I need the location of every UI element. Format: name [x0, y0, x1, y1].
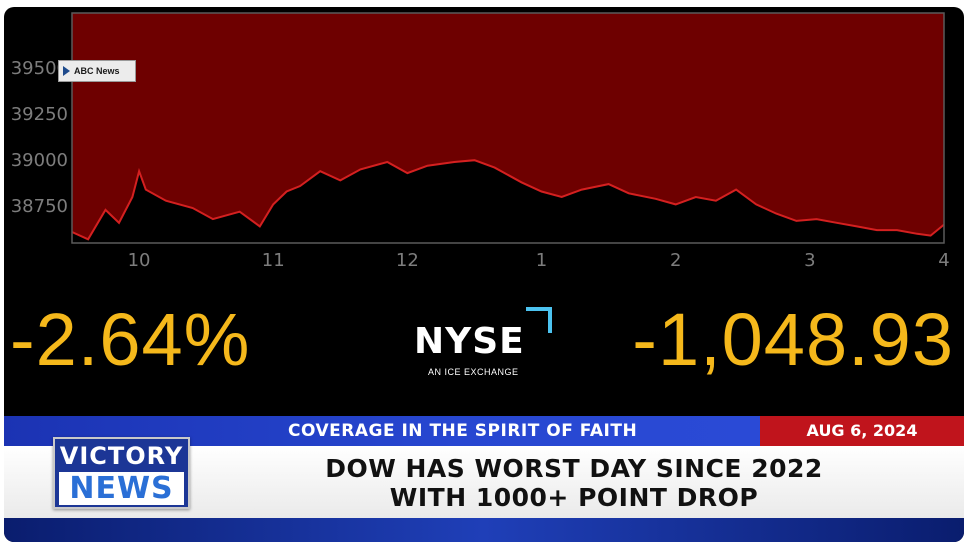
headline: DOW HAS WORST DAY SINCE 2022 WITH 1000+ … — [194, 454, 954, 512]
headline-line-1: DOW HAS WORST DAY SINCE 2022 — [325, 454, 823, 483]
y-tick-label: 38750 — [11, 196, 68, 217]
y-tick-label: 39500 — [11, 58, 68, 79]
nyse-logo: NYSE AN ICE EXCHANGE — [414, 303, 564, 381]
x-tick-label: 12 — [396, 250, 419, 271]
bottom-bar — [4, 518, 964, 542]
series-line — [71, 159, 945, 241]
watermark-text: ABC News — [74, 66, 120, 76]
video-frame: 39500 39250 39000 38750 10 11 12 1 2 3 4 ABC News … — [4, 7, 964, 542]
x-tick-label: 10 — [128, 250, 151, 271]
headline-line-2: WITH 1000+ POINT DROP — [389, 483, 759, 512]
series-area — [72, 13, 944, 240]
nyse-wordmark: NYSE — [414, 321, 525, 362]
nyse-subtitle: AN ICE EXCHANGE — [428, 367, 519, 377]
play-icon — [63, 66, 70, 76]
date-band — [760, 416, 964, 446]
abc-news-watermark: ABC News — [58, 60, 136, 82]
x-tick-label: 4 — [938, 250, 949, 271]
x-tick-label: 2 — [670, 250, 681, 271]
victory-news-logo: VICTORY NEWS — [53, 437, 190, 509]
x-tick-label: 11 — [262, 250, 285, 271]
point-change: -1,048.93 — [632, 298, 954, 381]
plot-frame — [71, 12, 945, 244]
y-tick-label: 39000 — [11, 150, 68, 171]
y-tick-label: 39250 — [11, 104, 68, 125]
percent-change: -2.64% — [10, 298, 251, 381]
broadcast-date: AUG 6, 2024 — [806, 421, 918, 440]
x-tick-label: 3 — [804, 250, 815, 271]
logo-line-1: VICTORY — [59, 442, 184, 470]
x-tick-label: 1 — [536, 250, 547, 271]
logo-line-2: NEWS — [59, 472, 184, 505]
nyse-corner-icon — [526, 307, 552, 333]
tagline-text: COVERAGE IN THE SPIRIT OF FAITH — [288, 421, 638, 441]
